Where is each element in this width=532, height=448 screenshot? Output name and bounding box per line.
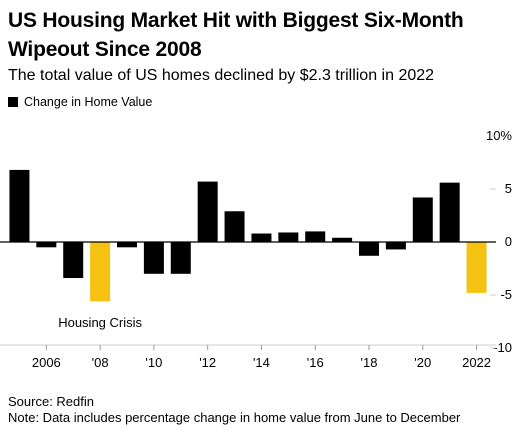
bar: [9, 169, 30, 242]
bar: [90, 242, 111, 302]
y-tick-label: -5: [500, 287, 512, 302]
legend: Change in Home Value: [8, 95, 152, 109]
bar: [36, 242, 57, 248]
x-tick-label: '14: [253, 355, 270, 370]
x-tick-label: '16: [307, 355, 324, 370]
source-text: Source: Redfin: [8, 394, 94, 409]
note-text: Note: Data includes percentage change in…: [8, 410, 461, 425]
chart-subtitle: The total value of US homes declined by …: [8, 67, 435, 84]
bar: [385, 242, 406, 250]
y-tick-label: 10%: [486, 128, 512, 143]
x-tick-label: 2022: [462, 355, 491, 370]
annotation-housing-crisis: Housing Crisis: [58, 315, 142, 330]
bar: [251, 233, 272, 242]
chart-title: US Housing Market Hit with Biggest Six-M…: [8, 9, 464, 61]
x-tick-label: '18: [361, 355, 378, 370]
bar: [170, 242, 191, 274]
x-tick-label: '08: [92, 355, 109, 370]
y-tick-label: 0: [505, 234, 512, 249]
bar: [278, 232, 299, 242]
bar: [143, 242, 164, 274]
bar: [224, 211, 245, 242]
x-tick-label: '10: [145, 355, 162, 370]
bar: [63, 242, 84, 279]
x-tick-label: 2006: [32, 355, 61, 370]
legend-label: Change in Home Value: [24, 95, 153, 109]
bar: [412, 197, 433, 242]
bar: [117, 242, 137, 248]
y-tick-label: -10: [493, 340, 512, 355]
bar: [332, 237, 353, 242]
y-tick-label: 5: [505, 181, 512, 196]
x-tick-label: '20: [414, 355, 431, 370]
bar-chart: 10% 5 0 -5 -10 2006 '08 '10 '12 '14 '16 '18 '20 2022 H…: [0, 128, 512, 370]
bar: [466, 242, 487, 293]
bar: [305, 231, 326, 242]
x-tick-label: '12: [199, 355, 216, 370]
bar: [359, 242, 379, 256]
bar: [197, 181, 218, 242]
legend-swatch: [8, 97, 18, 107]
bar: [439, 182, 460, 242]
